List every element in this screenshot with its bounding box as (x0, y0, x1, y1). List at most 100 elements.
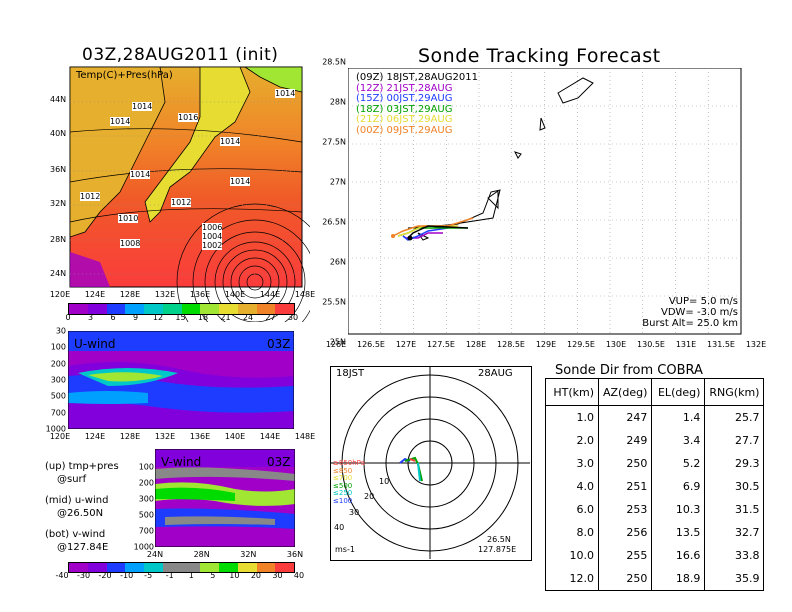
note-line: @surf (57, 474, 87, 485)
lat-label: 32N (50, 199, 67, 208)
table-cell: 6.0 (576, 503, 595, 516)
table-cell: 3.4 (651, 429, 705, 452)
colorbar-swatch (219, 563, 238, 572)
isobar-label: 1008 (120, 239, 141, 248)
isobar-label: 1014 (110, 117, 131, 126)
wind-colorbar-labels: -40 -30 -20 -10 -5 -1 1 5 10 20 30 40 (55, 571, 304, 581)
colorbar-label: 9 (132, 313, 139, 322)
isobar-label: 1014 (275, 89, 296, 98)
v-wind-pressure-axis: 100 200 300 500 700 1000 (128, 463, 154, 552)
table-cell: 256 (597, 521, 652, 544)
temperature-colorbar (68, 303, 295, 315)
colorbar-label: 3 (87, 313, 94, 322)
lon-label: 132E (154, 432, 176, 441)
table-cell: 30.5 (704, 475, 764, 498)
table-cell: 32.7 (704, 521, 764, 544)
lon-label: 130.5E (637, 340, 665, 349)
param-line: Burst Alt= 25.0 km (642, 318, 738, 329)
colorbar-swatch (144, 563, 163, 572)
colorbar-swatch (237, 304, 257, 314)
forecast-params: VUP= 5.0 m/s VDW= -3.0 m/s Burst Alt= 25.0… (620, 296, 738, 329)
isobar-label: 1016 (178, 113, 199, 122)
lon-label: 131.5E (707, 340, 735, 349)
legend-entry: (09Z) 18JST,28AUG2011 (356, 72, 478, 83)
table-cell: 8.0 (576, 526, 595, 539)
lat-label: 28.5N (322, 57, 346, 67)
table-cell: 247 (597, 405, 652, 429)
pressure-label: 700 (138, 526, 154, 536)
lon-label: 144E (259, 432, 281, 441)
ring-label: 30 (349, 508, 360, 517)
legend-entry: (18Z) 03JST,29AUG (356, 103, 453, 115)
surface-map-title: 03Z,28AUG2011 (init) (82, 45, 279, 65)
table-cell: 13.5 (651, 521, 705, 544)
table-cell: 35.9 (704, 567, 764, 591)
lon-label: 128E (465, 340, 487, 349)
table-header: HT(km) (545, 378, 599, 406)
table-cell: 1.4 (651, 405, 705, 429)
surface-map-label: Temp(C)+Pres(hPa) (76, 70, 173, 81)
u-wind-pressure-axis: 30 100 200 300 500 700 1000 (40, 327, 66, 434)
pressure-label: 500 (50, 391, 66, 401)
panel-notes: (up) tmp+pres @surf (mid) u-wind @26.50N (bo… (45, 460, 135, 554)
note-line: (mid) u-wind (45, 495, 109, 506)
lon-label: 132E (745, 340, 767, 349)
pressure-label: 300 (50, 375, 66, 385)
lon-label: 127E (395, 340, 417, 349)
table-cell: 27.7 (704, 429, 764, 452)
colorbar-swatch (200, 563, 219, 572)
table-cell: 4.0 (576, 480, 595, 493)
colorbar-swatch (87, 304, 107, 314)
pressure-label: 200 (50, 359, 66, 369)
lon-label: 140E (224, 432, 246, 441)
v-wind-label: V-wind (161, 455, 202, 469)
table-cell: 18.9 (651, 567, 705, 591)
isobar-label: 1014 (130, 170, 151, 179)
colorbar-label: -30 (76, 571, 91, 580)
table-cell: 1.0 (576, 411, 595, 424)
table-cell: 31.5 (704, 498, 764, 521)
pressure-label: 30 (55, 326, 66, 336)
param-line: VUP= 5.0 m/s (668, 296, 738, 307)
forecast-lat-axis: 28.5N 28N 27.5N 27N 26.5N 26N 25.5N 25N (300, 58, 346, 347)
colorbar-label: 12 (152, 313, 164, 322)
table-cell: 250 (597, 567, 652, 591)
pressure-label: 1000 (45, 424, 66, 434)
lat-label: 25N (329, 337, 346, 347)
isobar-label: 1002 (202, 241, 223, 250)
table-cell: 251 (597, 475, 652, 498)
surface-temp-map (69, 66, 310, 322)
colorbar-swatch (106, 304, 126, 314)
polar-legend-entry: ≤100 (333, 496, 353, 505)
table-cell: 250 (597, 452, 652, 475)
pressure-label: 500 (138, 510, 154, 520)
v-wind-section (155, 449, 295, 547)
pressure-label: 200 (138, 478, 154, 488)
table-header: RNG(km) (704, 378, 764, 406)
lon-label: 124E (84, 290, 106, 299)
table-header: AZ(deg) (597, 378, 652, 406)
lat-label: 27N (329, 177, 346, 187)
colorbar-swatch (237, 563, 257, 572)
colorbar-label: 40 (293, 571, 305, 580)
lon-label: 131E (675, 340, 697, 349)
lon-label: 127.5E (427, 340, 455, 349)
lon-label: 130E (605, 340, 627, 349)
table-row: 2.0 249 3.4 27.7 (546, 429, 764, 452)
pressure-label: 1000 (133, 542, 154, 552)
lon-label: 129E (535, 340, 557, 349)
legend-entry: (21Z) 06JST,29AUG (356, 114, 453, 125)
table-title: Sonde Dir from COBRA (555, 363, 703, 378)
colorbar-swatch (144, 304, 163, 314)
isobar-label: 1010 (118, 214, 139, 223)
isobar-label: 1014 (220, 137, 241, 146)
polar-legend-entry: ≥850hPa (333, 459, 365, 467)
note-line: (up) tmp+pres (45, 461, 119, 472)
colorbar-label: 0 (65, 313, 71, 322)
wind-colorbar (68, 562, 295, 573)
colorbar-swatch (106, 563, 126, 572)
colorbar-label: -20 (98, 571, 112, 580)
forecast-legend: (09Z) 18JST,28AUG2011 (12Z) 21JST,28AUG (1… (356, 72, 556, 136)
lon-label: 136E (189, 290, 211, 299)
colorbar-label: 20 (250, 571, 261, 580)
